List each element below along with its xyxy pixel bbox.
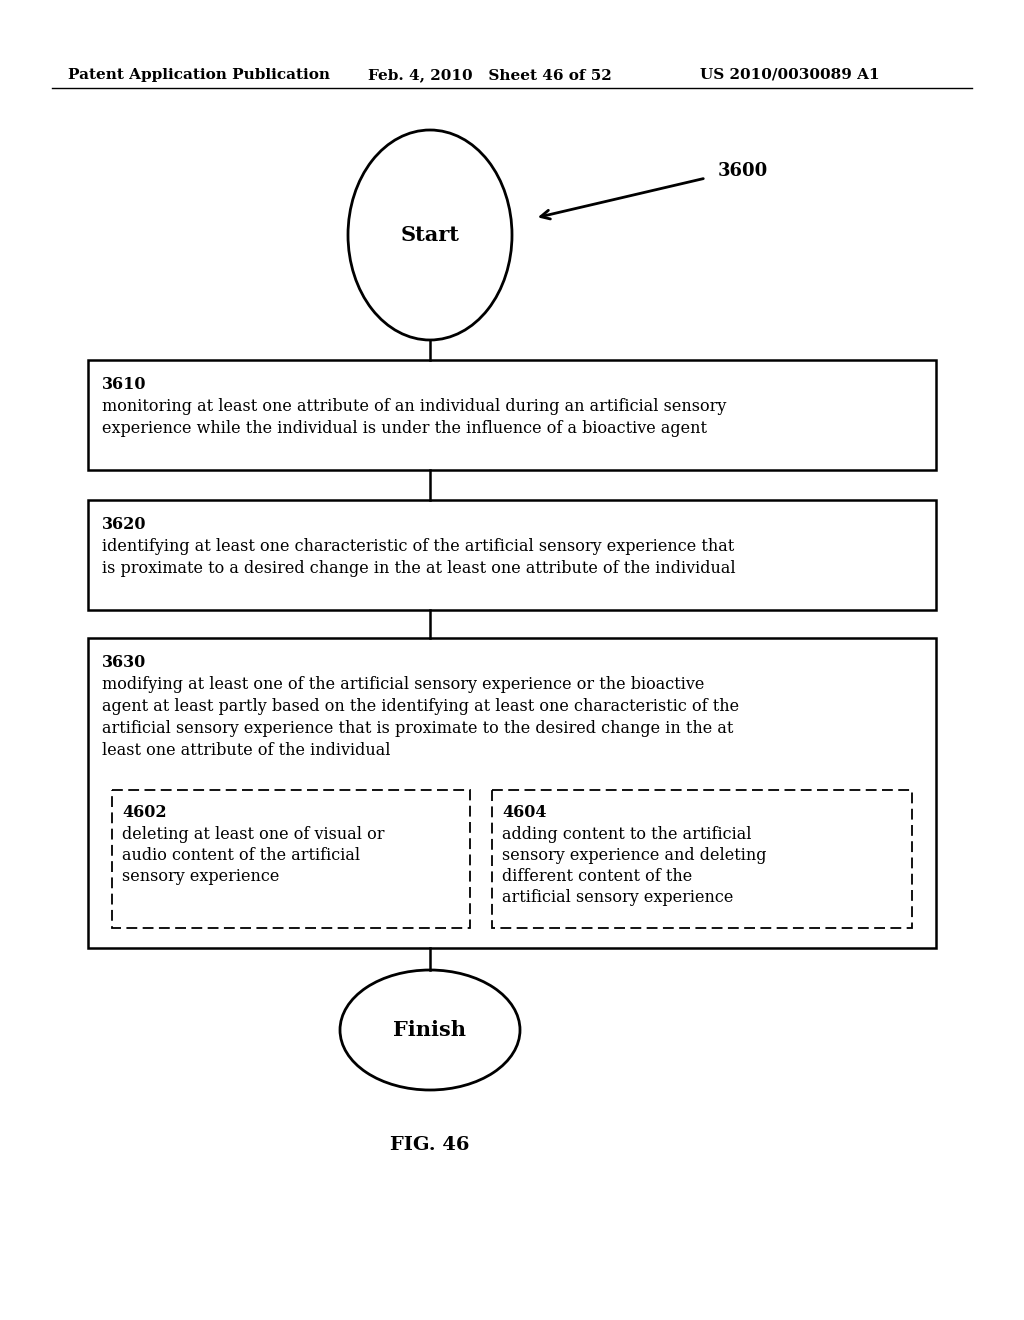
- Text: adding content to the artificial: adding content to the artificial: [502, 826, 752, 843]
- Text: 3630: 3630: [102, 653, 146, 671]
- Text: Finish: Finish: [393, 1020, 467, 1040]
- Bar: [88, 638, 936, 948]
- Text: artificial sensory experience that is proximate to the desired change in the at: artificial sensory experience that is pr…: [102, 719, 733, 737]
- Text: 3610: 3610: [102, 376, 146, 393]
- Text: experience while the individual is under the influence of a bioactive agent: experience while the individual is under…: [102, 420, 707, 437]
- Text: agent at least partly based on the identifying at least one characteristic of th: agent at least partly based on the ident…: [102, 698, 739, 715]
- Text: monitoring at least one attribute of an individual during an artificial sensory: monitoring at least one attribute of an …: [102, 399, 726, 414]
- Text: modifying at least one of the artificial sensory experience or the bioactive: modifying at least one of the artificial…: [102, 676, 705, 693]
- Text: sensory experience and deleting: sensory experience and deleting: [502, 847, 767, 865]
- Text: sensory experience: sensory experience: [122, 869, 280, 884]
- Text: 3620: 3620: [102, 516, 146, 533]
- Text: least one attribute of the individual: least one attribute of the individual: [102, 742, 390, 759]
- Text: Feb. 4, 2010   Sheet 46 of 52: Feb. 4, 2010 Sheet 46 of 52: [368, 69, 611, 82]
- Text: audio content of the artificial: audio content of the artificial: [122, 847, 360, 865]
- Text: 4604: 4604: [502, 804, 547, 821]
- Text: Patent Application Publication: Patent Application Publication: [68, 69, 330, 82]
- Bar: [112, 789, 470, 928]
- Text: 4602: 4602: [122, 804, 167, 821]
- Text: identifying at least one characteristic of the artificial sensory experience tha: identifying at least one characteristic …: [102, 539, 734, 554]
- Text: Start: Start: [400, 224, 460, 246]
- Text: FIG. 46: FIG. 46: [390, 1137, 470, 1154]
- Text: artificial sensory experience: artificial sensory experience: [502, 888, 733, 906]
- Text: different content of the: different content of the: [502, 869, 692, 884]
- Bar: [88, 500, 936, 610]
- Text: 3600: 3600: [718, 162, 768, 180]
- Bar: [492, 789, 912, 928]
- Text: deleting at least one of visual or: deleting at least one of visual or: [122, 826, 384, 843]
- Bar: [88, 360, 936, 470]
- Text: US 2010/0030089 A1: US 2010/0030089 A1: [700, 69, 880, 82]
- Text: is proximate to a desired change in the at least one attribute of the individual: is proximate to a desired change in the …: [102, 560, 735, 577]
